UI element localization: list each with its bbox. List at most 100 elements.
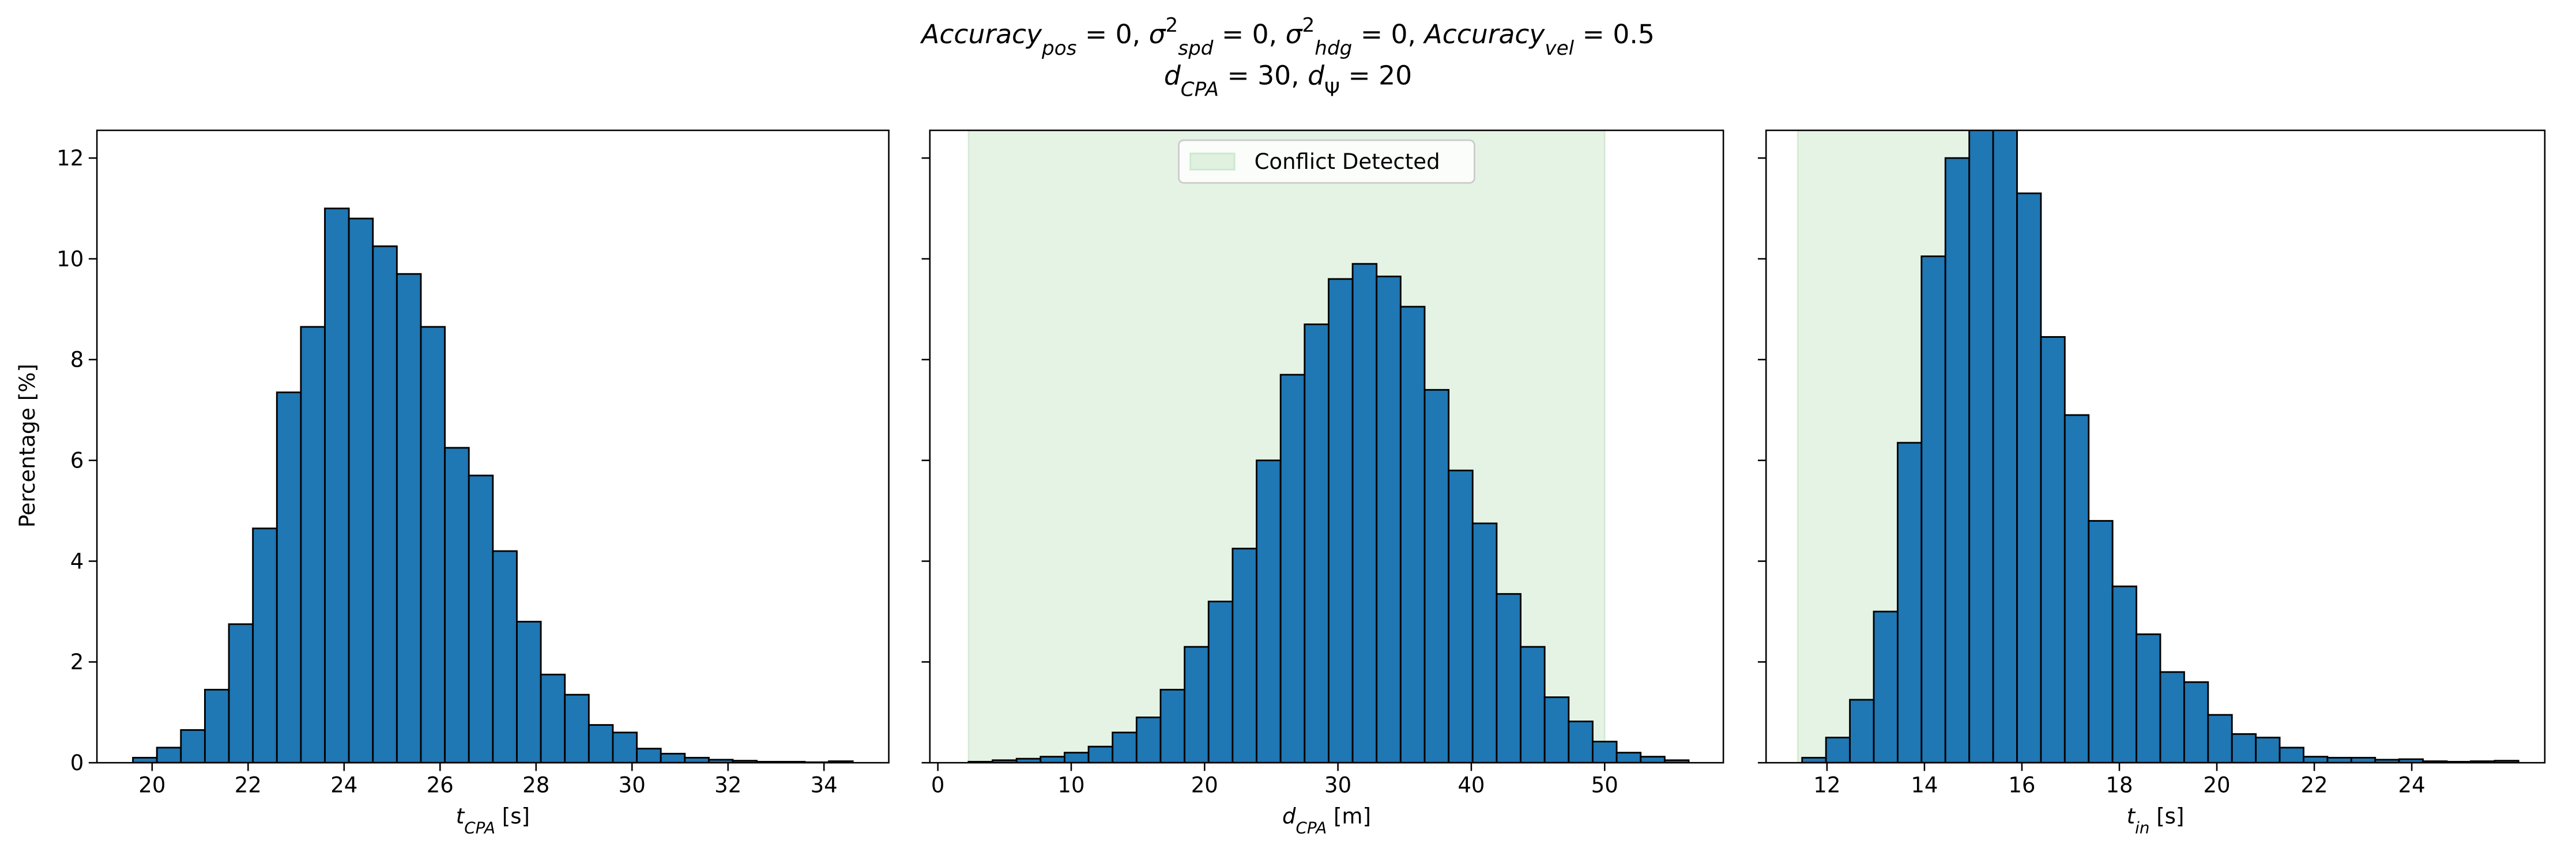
bar xyxy=(1849,699,1875,763)
bar xyxy=(1968,130,1994,763)
bar xyxy=(2088,520,2114,763)
bar xyxy=(252,527,278,763)
text-run: 2 xyxy=(1166,14,1178,37)
x-tick-label: 24 xyxy=(2398,772,2426,797)
bar xyxy=(1064,752,1090,763)
bar xyxy=(2303,756,2329,763)
bar xyxy=(1615,752,1642,763)
x-tick-label: 26 xyxy=(427,772,454,797)
bar xyxy=(1471,522,1498,763)
bar xyxy=(324,208,350,763)
text-run: Ψ xyxy=(1324,78,1340,101)
x-tick-label: 22 xyxy=(2301,772,2328,797)
bar xyxy=(1568,721,1594,763)
bar xyxy=(1399,306,1426,763)
y-tick-label: 2 xyxy=(70,650,84,674)
bar xyxy=(516,620,542,763)
bar xyxy=(1256,459,1282,763)
text-run: d xyxy=(1164,60,1181,91)
bar xyxy=(612,732,638,763)
bar xyxy=(1040,756,1065,763)
bar xyxy=(2207,714,2233,763)
text-run: [s] xyxy=(495,804,530,829)
bar xyxy=(1640,756,1666,763)
title-line: Accuracypos = 0, σ2spd = 0, σ2hdg = 0, A… xyxy=(920,14,1655,60)
x-tick-label: 20 xyxy=(2203,772,2230,797)
bar xyxy=(1184,646,1210,763)
bar xyxy=(2040,336,2066,763)
bar xyxy=(156,747,182,763)
y-tick-label: 12 xyxy=(57,146,84,171)
bar xyxy=(1207,600,1234,763)
x-axis-label: dCPA [m] xyxy=(1282,804,1371,838)
bar xyxy=(1543,696,1570,763)
y-tick-label: 4 xyxy=(70,549,84,574)
text-run: in xyxy=(2135,818,2149,837)
x-tick-label: 0 xyxy=(931,772,945,797)
x-tick-label: 20 xyxy=(138,772,165,797)
bar xyxy=(1112,732,1138,763)
bar xyxy=(420,326,446,763)
bar xyxy=(1135,717,1162,763)
bar xyxy=(2326,756,2352,763)
bar xyxy=(2255,737,2281,763)
bar xyxy=(2231,733,2257,763)
bar xyxy=(587,724,614,763)
bar xyxy=(1801,756,1827,763)
text-run: t xyxy=(2127,804,2136,829)
bar xyxy=(1087,745,1114,763)
bar xyxy=(1376,276,1402,763)
bar xyxy=(1920,255,1946,763)
x-tick-label: 18 xyxy=(2106,772,2133,797)
x-axis-label: tin [s] xyxy=(2127,804,2185,838)
x-tick-label: 28 xyxy=(522,772,549,797)
bar xyxy=(396,273,422,763)
legend-box xyxy=(1178,139,1475,184)
x-tick-label: 16 xyxy=(2008,772,2035,797)
bar xyxy=(1423,389,1450,763)
bar xyxy=(132,756,158,763)
y-axis-label: Percentage [%] xyxy=(15,364,40,527)
y-tick-label: 10 xyxy=(57,247,84,272)
text-run: d xyxy=(1282,804,1296,829)
bar xyxy=(1448,469,1474,763)
plot-area xyxy=(1797,130,2519,763)
bar xyxy=(492,550,518,763)
text-run: [s] xyxy=(2149,804,2184,829)
text-run: 2 xyxy=(1302,14,1315,37)
text-run: vel xyxy=(1545,37,1574,60)
text-run: = 0, xyxy=(1214,19,1286,50)
bar xyxy=(636,748,662,763)
x-tick-label: 24 xyxy=(330,772,357,797)
text-run: σ xyxy=(1149,19,1167,50)
bar xyxy=(2350,756,2377,763)
text-run: Accuracy xyxy=(920,19,1042,50)
bar xyxy=(1304,323,1330,763)
bar xyxy=(348,217,374,763)
bar xyxy=(1231,548,1257,763)
bar xyxy=(1159,688,1186,763)
plot-area xyxy=(132,208,854,763)
bar xyxy=(1992,130,2018,763)
y-tick-label: 0 xyxy=(70,751,84,775)
x-tick-label: 14 xyxy=(1911,772,1938,797)
text-run: spd xyxy=(1178,37,1214,60)
axes-frame xyxy=(1765,129,2546,764)
bar xyxy=(1592,741,1618,763)
text-run: pos xyxy=(1041,37,1077,60)
legend-swatch xyxy=(1189,152,1236,171)
bar xyxy=(444,447,470,763)
x-tick-label: 20 xyxy=(1191,772,1218,797)
axes-frame xyxy=(929,129,1724,764)
bar xyxy=(300,326,326,763)
text-run: = 0.5 xyxy=(1574,19,1655,50)
text-run: = 20 xyxy=(1340,60,1412,91)
bar xyxy=(1328,278,1354,763)
x-tick-label: 12 xyxy=(1813,772,1840,797)
bar xyxy=(2016,192,2042,763)
bar xyxy=(2494,760,2519,763)
x-tick-label: 10 xyxy=(1057,772,1084,797)
text-run: CPA xyxy=(464,818,495,837)
x-tick-label: 40 xyxy=(1458,772,1485,797)
